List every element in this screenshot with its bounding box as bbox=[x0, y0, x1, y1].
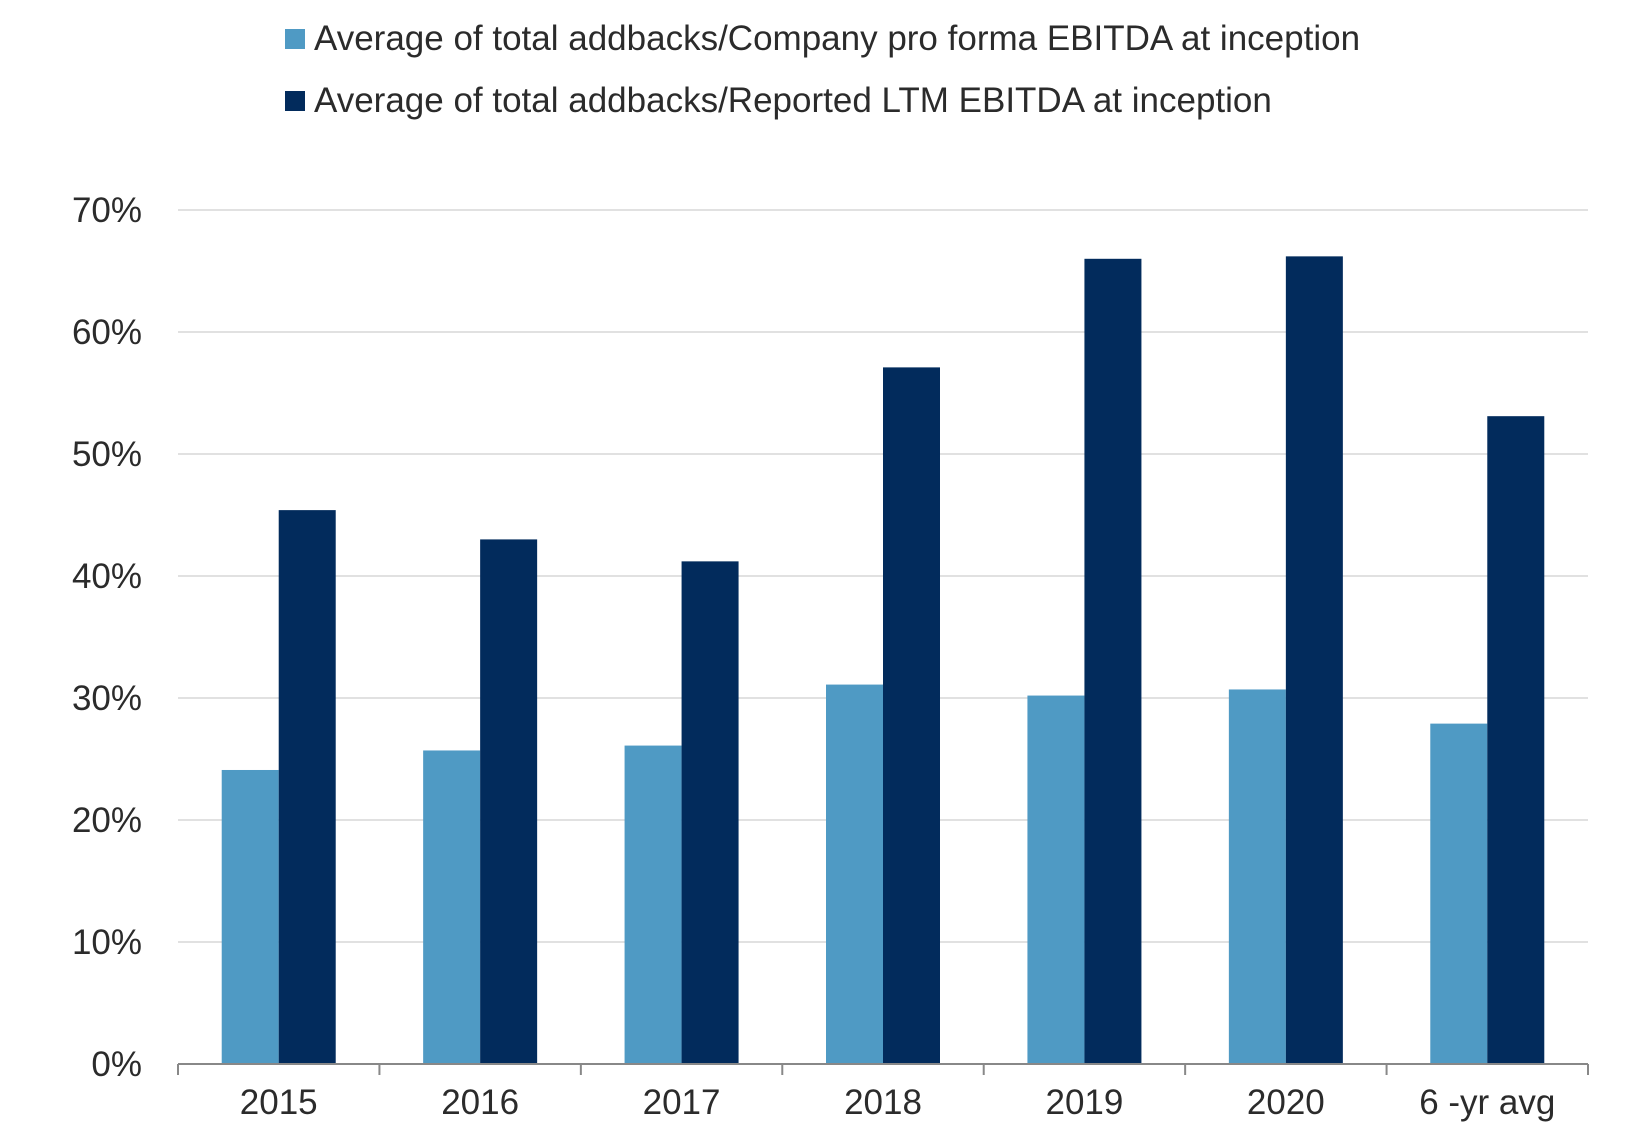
bar-series-2-2018 bbox=[883, 367, 940, 1064]
legend-item-series-1: Average of total addbacks/Company pro fo… bbox=[285, 19, 1360, 58]
y-tick-label: 70% bbox=[72, 191, 142, 230]
bar-series-1-2016 bbox=[423, 750, 481, 1064]
y-axis-tick-labels: 0% 10% 20% 30% 40% 50% 60% 70% bbox=[72, 191, 142, 1084]
y-tick-label: 50% bbox=[72, 435, 142, 474]
bar-series-1-6--yr-avg bbox=[1430, 723, 1488, 1064]
y-tick-label: 60% bbox=[72, 313, 142, 352]
legend-swatch-series-2 bbox=[285, 91, 305, 111]
axes bbox=[177, 1063, 1589, 1075]
legend-label-series-2: Average of total addbacks/Reported LTM E… bbox=[314, 81, 1272, 120]
bar-series-2-2016 bbox=[480, 539, 538, 1064]
x-tick-label: 2019 bbox=[1045, 1083, 1123, 1122]
x-tick-label: 2015 bbox=[240, 1083, 318, 1122]
legend-label-series-1: Average of total addbacks/Company pro fo… bbox=[314, 19, 1360, 58]
legend: Average of total addbacks/Company pro fo… bbox=[285, 19, 1360, 120]
legend-item-series-2: Average of total addbacks/Reported LTM E… bbox=[285, 81, 1272, 120]
y-tick-label: 10% bbox=[72, 923, 142, 962]
y-tick-label: 20% bbox=[72, 801, 142, 840]
x-tick-label: 2018 bbox=[844, 1083, 922, 1122]
x-tick-label: 2016 bbox=[441, 1083, 519, 1122]
bar-series-1-2019 bbox=[1027, 695, 1085, 1064]
x-tick-label: 6 -yr avg bbox=[1419, 1083, 1555, 1122]
bar-series-2-6--yr-avg bbox=[1487, 416, 1545, 1064]
bar-series-2-2020 bbox=[1285, 256, 1343, 1064]
bar-series-1-2017 bbox=[624, 745, 682, 1064]
bar-series-2-2015 bbox=[278, 510, 336, 1064]
y-tick-label: 0% bbox=[91, 1045, 142, 1084]
y-tick-label: 30% bbox=[72, 679, 142, 718]
x-axis-tick-labels: 2015 2016 2017 2018 2019 2020 6 -yr avg bbox=[240, 1083, 1556, 1122]
x-tick-label: 2020 bbox=[1247, 1083, 1325, 1122]
bars bbox=[221, 256, 1545, 1064]
x-tick-label: 2017 bbox=[643, 1083, 721, 1122]
bar-series-2-2019 bbox=[1084, 258, 1142, 1064]
legend-swatch-series-1 bbox=[285, 29, 305, 49]
bar-series-1-2018 bbox=[826, 684, 883, 1064]
y-tick-label: 40% bbox=[72, 557, 142, 596]
bar-series-1-2015 bbox=[221, 769, 279, 1064]
bar-series-1-2020 bbox=[1228, 689, 1286, 1064]
bar-series-2-2017 bbox=[681, 561, 739, 1064]
